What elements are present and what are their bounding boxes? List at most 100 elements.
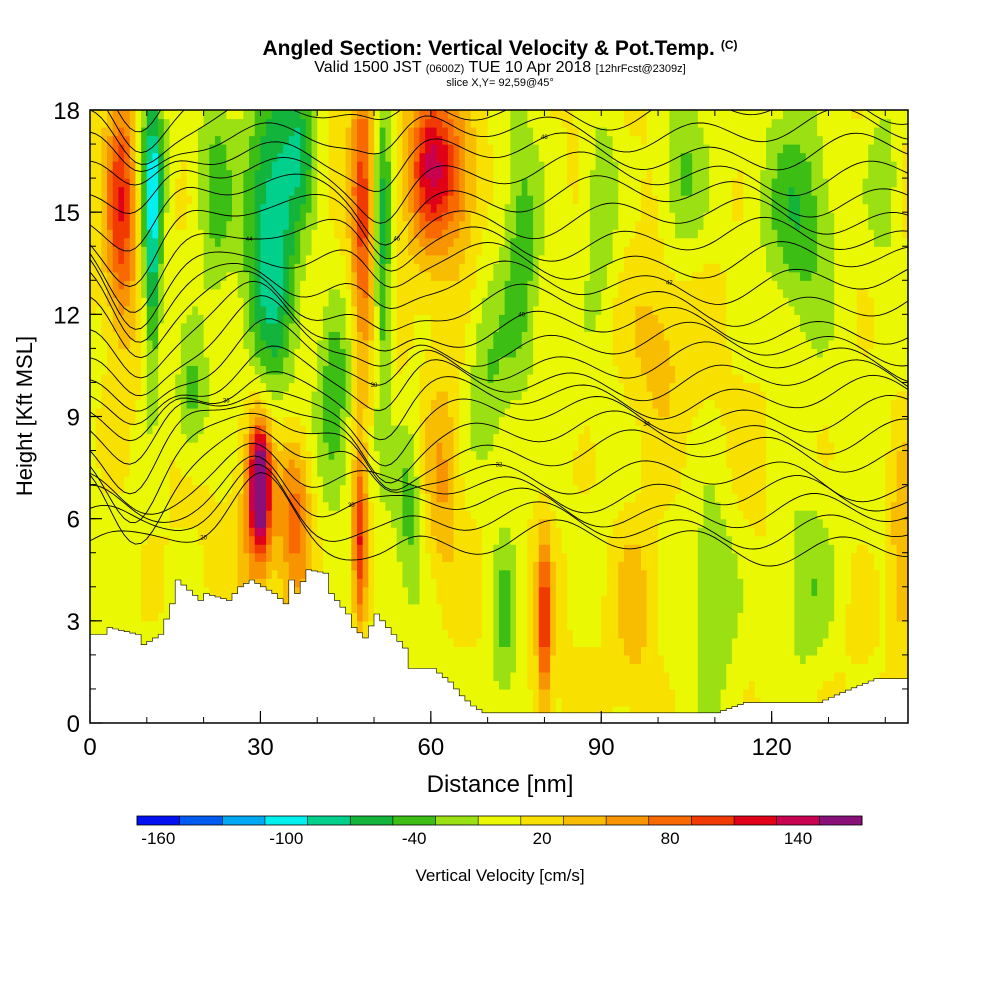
- field-cell: [192, 212, 199, 222]
- field-cell: [425, 484, 432, 494]
- field-cell: [95, 118, 102, 128]
- field-cell: [368, 322, 375, 332]
- field-cell: [300, 203, 307, 213]
- field-cell: [129, 203, 137, 213]
- field-cell: [362, 416, 369, 426]
- field-cell: [266, 195, 273, 205]
- field-cell: [232, 399, 239, 409]
- field-cell: [442, 484, 449, 494]
- field-cell: [237, 356, 244, 367]
- field-cell: [470, 203, 477, 213]
- field-cell: [385, 390, 392, 401]
- field-cell: [283, 459, 290, 469]
- field-cell: [214, 476, 222, 486]
- field-cell: [328, 382, 335, 392]
- field-cell: [470, 135, 477, 145]
- field-cell: [249, 161, 256, 171]
- field-cell: [476, 493, 483, 503]
- field-cell: [237, 552, 244, 562]
- field-cell: [334, 399, 341, 409]
- field-cell: [334, 339, 341, 349]
- field-cell: [288, 373, 296, 384]
- field-cell: [413, 603, 421, 613]
- field-cell: [402, 518, 409, 528]
- field-cell: [351, 195, 358, 205]
- field-cell: [226, 203, 233, 213]
- field-cell: [186, 442, 193, 452]
- field-cell: [436, 331, 443, 341]
- field-cell: [317, 527, 324, 537]
- field-cell: [288, 433, 296, 443]
- field-cell: [391, 161, 398, 171]
- field-cell: [379, 373, 386, 384]
- field-cell: [385, 578, 392, 588]
- field-cell: [146, 433, 154, 443]
- field-cell: [311, 382, 318, 392]
- field-cell: [464, 382, 472, 392]
- field-cell: [476, 442, 483, 452]
- field-cell: [425, 442, 432, 452]
- field-cell: [129, 254, 137, 264]
- field-cell: [107, 356, 114, 367]
- field-cell: [339, 476, 347, 486]
- field-cell: [146, 271, 154, 281]
- field-cell: [339, 229, 347, 239]
- field-cell: [408, 527, 415, 537]
- field-cell: [408, 620, 415, 630]
- field-cell: [368, 620, 375, 630]
- field-cell: [107, 569, 114, 579]
- field-cell: [481, 561, 489, 571]
- field-cell: [345, 527, 352, 537]
- field-cell: [408, 203, 415, 213]
- field-cell: [356, 510, 364, 520]
- field-cell: [283, 348, 290, 358]
- field-cell: [277, 246, 284, 256]
- field-cell: [334, 212, 341, 222]
- field-cell: [214, 459, 222, 469]
- field-cell: [476, 535, 483, 545]
- field-cell: [425, 263, 432, 273]
- field-cell: [180, 169, 188, 179]
- field-cell: [311, 220, 318, 230]
- field-cell: [254, 271, 262, 281]
- field-cell: [385, 220, 392, 230]
- field-cell: [351, 356, 358, 367]
- field-cell: [396, 118, 404, 128]
- field-cell: [305, 382, 313, 392]
- field-cell: [209, 161, 216, 171]
- field-cell: [311, 203, 318, 213]
- field-cell: [197, 510, 205, 520]
- field-cell: [288, 518, 296, 528]
- field-cell: [425, 663, 432, 673]
- field-cell: [243, 144, 250, 154]
- field-cell: [169, 288, 176, 298]
- field-cell: [385, 620, 392, 630]
- field-cell: [311, 356, 318, 367]
- field-cell: [385, 322, 392, 332]
- field-cell: [351, 365, 358, 375]
- field-cell: [232, 586, 239, 596]
- field-cell: [351, 373, 358, 384]
- field-cell: [356, 535, 364, 545]
- field-cell: [311, 552, 318, 562]
- field-cell: [158, 220, 165, 230]
- field-cell: [192, 535, 199, 545]
- field-cell: [442, 586, 449, 596]
- field-cell: [124, 390, 131, 401]
- field-cell: [305, 305, 313, 315]
- field-cell: [169, 297, 176, 307]
- field-cell: [266, 356, 273, 367]
- field-cell: [402, 459, 409, 469]
- field-cell: [436, 561, 443, 571]
- field-cell: [226, 433, 233, 443]
- field-cell: [135, 186, 142, 196]
- field-cell: [334, 169, 341, 179]
- field-cell: [453, 305, 460, 315]
- field-cell: [220, 135, 227, 145]
- field-cell: [396, 382, 404, 392]
- field-cell: [362, 110, 369, 120]
- field-cell: [436, 654, 443, 664]
- field-cell: [186, 535, 193, 545]
- field-cell: [107, 595, 114, 605]
- field-cell: [305, 280, 313, 290]
